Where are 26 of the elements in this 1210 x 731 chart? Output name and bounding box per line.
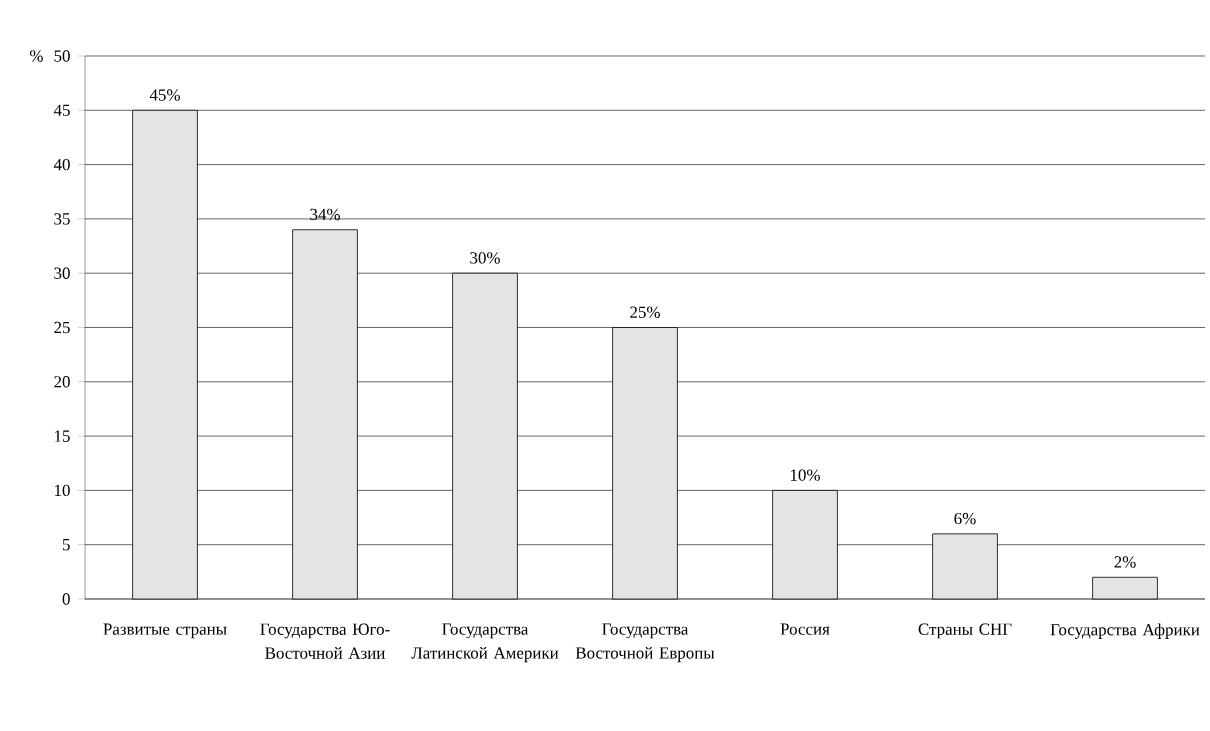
data-label: 10% bbox=[790, 469, 820, 481]
x-tick-label: Государства Юго-Восточной Азии bbox=[260, 623, 390, 659]
data-label: 45% bbox=[149, 89, 180, 101]
x-tick-label: Государства Латинской Америки bbox=[411, 623, 559, 663]
y-tick-label: 25 bbox=[54, 321, 70, 334]
y-tick-label: 30 bbox=[54, 267, 70, 279]
y-tick-label: 40 bbox=[53, 158, 70, 171]
data-label: 34% bbox=[310, 208, 340, 221]
x-tick-label: Страны СНГ bbox=[918, 623, 1012, 639]
data-label: 2% bbox=[1114, 556, 1136, 568]
y-tick-label: 50 bbox=[54, 50, 70, 62]
y-tick-label: 35 bbox=[54, 213, 70, 225]
y-tick-label: 5 bbox=[63, 539, 70, 551]
y-tick-label: 0 bbox=[62, 593, 70, 605]
y-tick-label: 45 bbox=[53, 104, 70, 116]
data-label: 6% bbox=[954, 512, 976, 525]
x-tick-label: Государства Африки bbox=[1050, 623, 1200, 639]
y-tick-label: 15 bbox=[55, 430, 70, 442]
data-label: 25% bbox=[630, 306, 660, 318]
y-tick-label: 10 bbox=[55, 484, 70, 497]
data-label: 30% bbox=[470, 252, 500, 264]
y-tick-label: 20 bbox=[54, 376, 70, 388]
y-axis-title: % bbox=[29, 50, 43, 62]
x-tick-label: Россия bbox=[780, 623, 830, 635]
x-tick-label: Развитые страны bbox=[103, 623, 227, 639]
x-tick-label: Государства Восточной Европы bbox=[575, 623, 715, 663]
